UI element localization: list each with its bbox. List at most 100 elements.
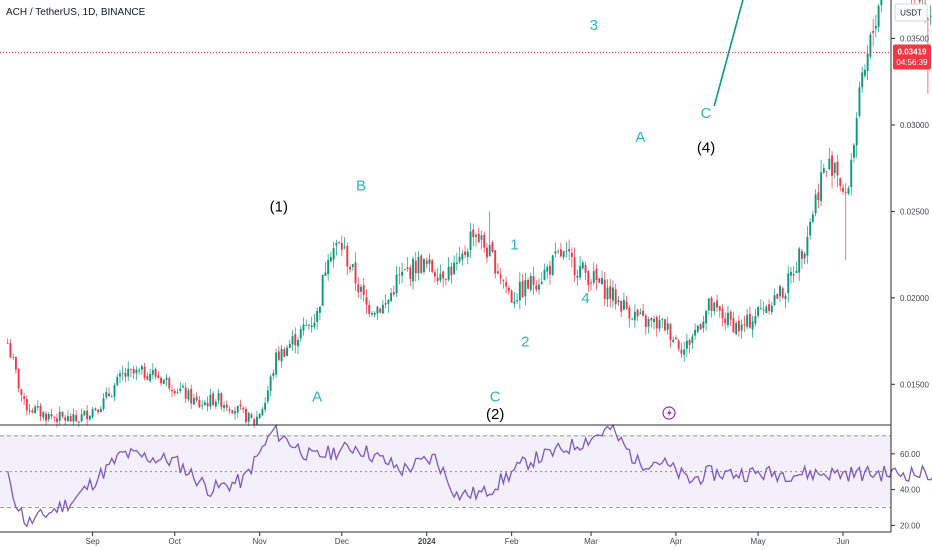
candle-body: [387, 299, 390, 304]
candle-body: [680, 349, 683, 354]
candle-body: [269, 376, 272, 391]
candle-body: [324, 272, 327, 276]
candle-body: [809, 221, 812, 236]
candle-body: [817, 192, 820, 201]
candle-body: [132, 369, 135, 374]
candle-body: [53, 417, 56, 418]
candle-body: [538, 284, 540, 290]
candle-body: [477, 233, 480, 243]
candle-body: [606, 287, 609, 300]
candle-body: [105, 391, 108, 398]
candle-body: [439, 273, 442, 281]
candle-body: [779, 286, 781, 297]
rsi-reference-lines: [0, 435, 891, 508]
candle-body: [165, 377, 168, 380]
candle-body: [401, 271, 404, 276]
time-axis[interactable]: Sep Oct Nov Dec 2024 Feb Mar Apr May Jun: [85, 532, 849, 546]
candle-body: [379, 308, 382, 313]
candle-body: [247, 412, 250, 422]
wave-label-4: (2): [486, 406, 504, 423]
candle-body: [69, 415, 72, 422]
candle-body: [549, 265, 551, 275]
candle-body: [579, 266, 582, 278]
candle-body: [349, 266, 351, 270]
candle-body: [390, 292, 393, 302]
candle-body: [321, 274, 324, 306]
candle-body: [746, 314, 749, 327]
candle-body: [253, 419, 256, 425]
candle-body: [639, 312, 642, 315]
candle-body: [340, 242, 343, 250]
symbol-title: ACH / TetherUS, 1D, BINANCE: [6, 7, 146, 18]
candle-body: [757, 307, 760, 316]
candle-body: [370, 313, 373, 315]
candle-body: [499, 274, 502, 279]
candle-body: [466, 251, 469, 258]
candle-body: [436, 277, 439, 282]
time-axis-tick: May: [751, 537, 766, 546]
candle-body: [9, 343, 12, 358]
candle-body: [154, 368, 157, 377]
candle-body: [138, 370, 141, 372]
candle-body: [212, 393, 215, 405]
candle-body: [428, 259, 431, 264]
candle-body: [866, 53, 869, 71]
candle-body: [135, 369, 138, 374]
candle-body: [332, 248, 335, 260]
candle-body: [751, 321, 754, 330]
candle-body: [258, 413, 261, 419]
candle-body: [559, 249, 562, 257]
candle-body: [58, 411, 61, 421]
candle-body: [576, 275, 579, 278]
currency-button[interactable]: USDT: [894, 3, 928, 22]
candle-body: [173, 390, 176, 394]
candle-body: [203, 402, 206, 405]
candle-body: [64, 417, 67, 421]
rsi-line: [7, 423, 932, 528]
candle-body: [214, 401, 217, 407]
candle-body: [759, 307, 762, 309]
candles: [6, 0, 932, 428]
candle-body: [412, 258, 414, 282]
candle-body: [625, 301, 628, 309]
candle-body: [362, 285, 365, 295]
rsi-axis-tick: 40.00: [900, 486, 921, 495]
candle-body: [666, 323, 669, 330]
candle-body: [798, 248, 801, 273]
candle-body: [182, 386, 184, 388]
candle-body: [469, 231, 472, 251]
candle-body: [146, 376, 149, 380]
candle-body: [127, 368, 130, 377]
projection-arrow-line: [713, 0, 744, 107]
lightning-icon[interactable]: [662, 406, 676, 420]
candle-body: [546, 267, 549, 272]
candle-body: [820, 172, 823, 201]
candle-body: [496, 271, 499, 274]
candle-body: [313, 322, 316, 327]
candle-body: [231, 410, 234, 414]
candle-body: [209, 394, 212, 407]
candle-body: [551, 255, 554, 275]
candle-body: [702, 321, 705, 329]
candle-body: [527, 279, 530, 289]
candle-body: [592, 271, 595, 283]
candle-body: [384, 303, 387, 305]
candle-body: [417, 256, 420, 274]
candle-body: [557, 251, 560, 253]
candle-body: [713, 302, 716, 312]
candle-body: [803, 253, 806, 259]
candle-body: [562, 251, 565, 258]
candle-body: [91, 409, 94, 418]
candle-body: [140, 365, 143, 370]
candle-body: [472, 229, 475, 238]
candle-body: [75, 415, 78, 421]
candle-body: [442, 271, 445, 279]
price-axis[interactable]: 0.055000.050000.045000.040000.035000.030…: [891, 0, 929, 389]
price-axis-tick: 0.02500: [900, 207, 929, 216]
rsi-axis[interactable]: 60.00 40.00 20.00: [891, 450, 921, 531]
candle-body: [343, 246, 346, 248]
candle-body: [403, 269, 406, 270]
candle-body: [672, 339, 675, 343]
